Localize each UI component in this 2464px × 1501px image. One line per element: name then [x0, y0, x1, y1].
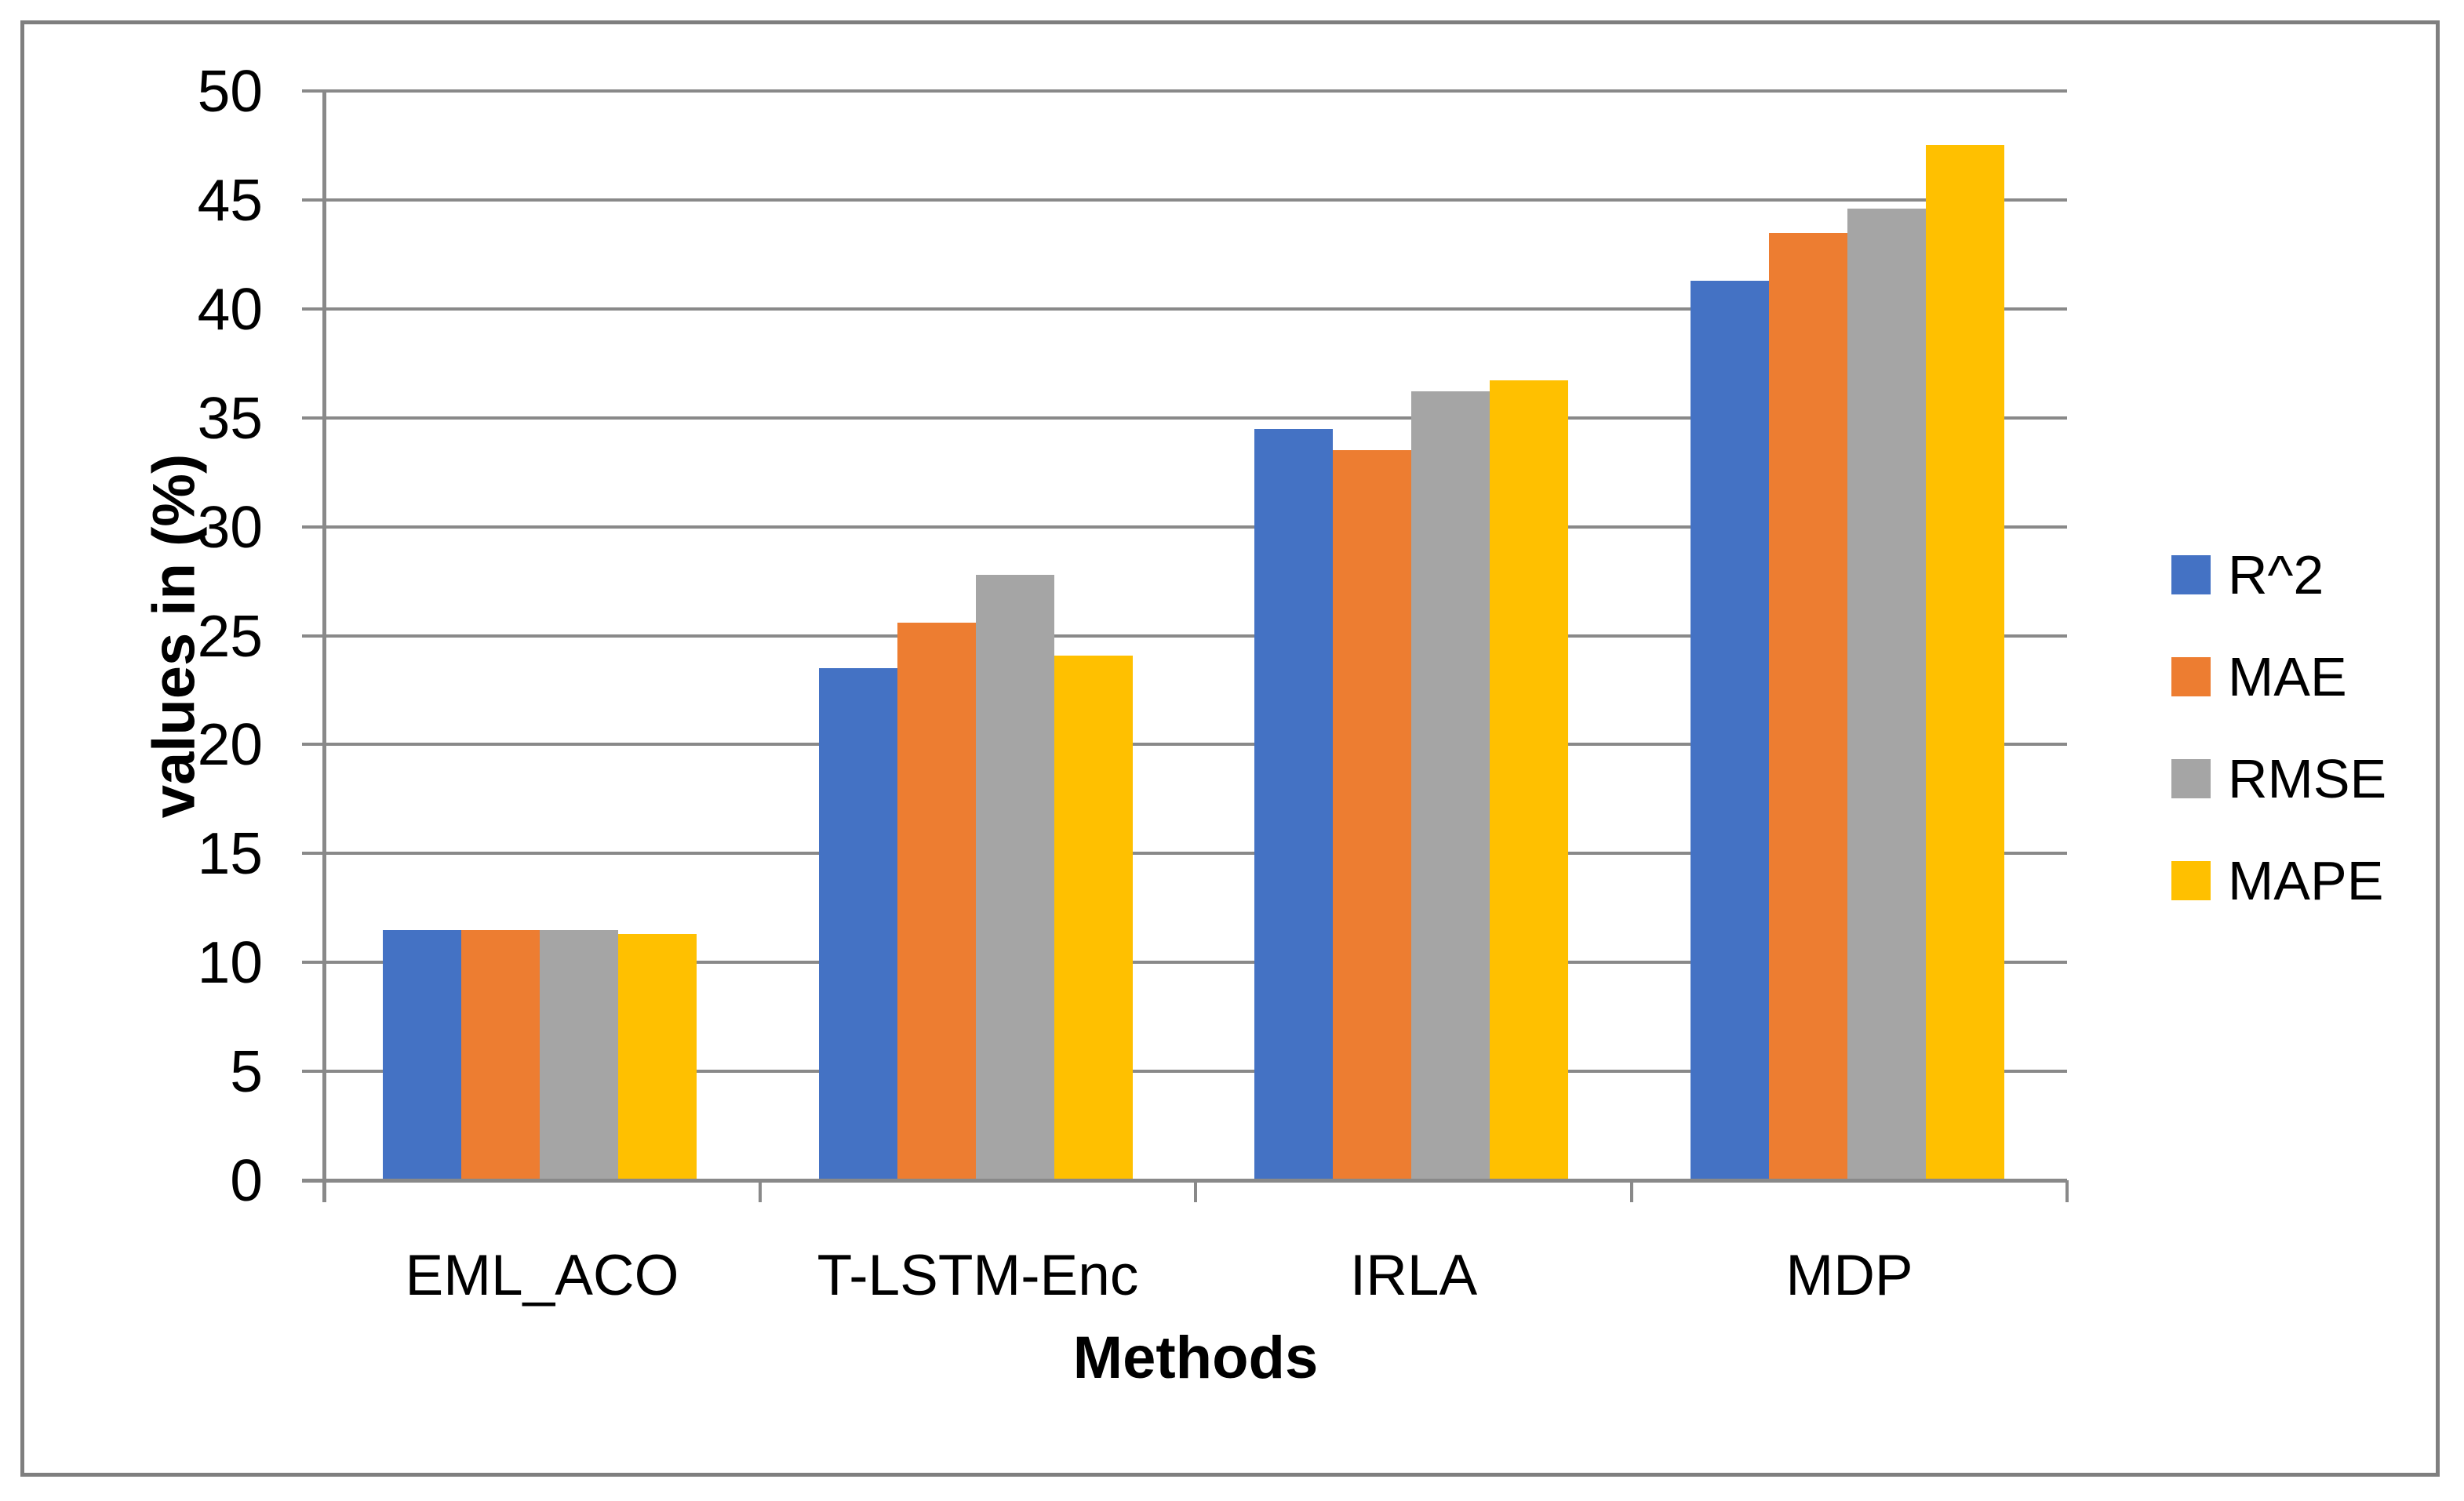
legend-swatch-mae: [2171, 657, 2211, 696]
x-axis-title: Methods: [1072, 1325, 1319, 1391]
x-axis-line: [302, 1179, 2067, 1183]
bar-r2-t-lstm-enc: [818, 668, 897, 1180]
bar-mae-t-lstm-enc: [897, 622, 976, 1180]
category-label-irla: IRLA: [1349, 1244, 1478, 1307]
y-tick-label-15: 15: [197, 820, 263, 887]
x-tick-mark-3: [1629, 1180, 1633, 1202]
y-tick-mark-15: [302, 852, 324, 856]
bar-mae-irla: [1333, 450, 1411, 1180]
x-tick-mark-2: [1194, 1180, 1197, 1202]
y-tick-label-25: 25: [197, 602, 263, 669]
plot-area: [324, 89, 2067, 1180]
gridline-y-50: [324, 89, 2067, 93]
legend-label-rmse: RMSE: [2228, 748, 2387, 809]
bar-r2-eml-aco: [383, 929, 461, 1180]
gridline-y-40: [324, 307, 2067, 311]
bar-mae-eml-aco: [461, 929, 540, 1180]
y-tick-mark-45: [302, 198, 324, 202]
y-tick-mark-25: [302, 634, 324, 638]
category-label-t-lstm-enc: T-LSTM-Enc: [817, 1244, 1139, 1307]
legend-swatch-mape: [2171, 861, 2211, 900]
bar-mape-t-lstm-enc: [1054, 655, 1133, 1180]
bar-rmse-eml-aco: [540, 929, 618, 1180]
bar-rmse-mdp: [1847, 209, 1926, 1180]
y-tick-mark-30: [302, 525, 324, 529]
gridline-y-30: [324, 525, 2067, 529]
y-tick-mark-40: [302, 307, 324, 311]
y-tick-label-20: 20: [197, 711, 263, 778]
gridline-y-20: [324, 743, 2067, 747]
y-axis-title: values in (%): [140, 453, 208, 819]
y-tick-mark-20: [302, 743, 324, 747]
y-tick-label-50: 50: [197, 58, 263, 124]
legend-label-mape: MAPE: [2228, 850, 2384, 911]
bar-rmse-t-lstm-enc: [975, 574, 1054, 1180]
gridline-y-10: [324, 961, 2067, 965]
bar-r2-irla: [1254, 428, 1333, 1180]
gridline-y-5: [324, 1070, 2067, 1074]
bar-mape-irla: [1490, 380, 1568, 1180]
y-tick-mark-50: [302, 89, 324, 93]
gridline-y-35: [324, 416, 2067, 420]
bar-mape-eml-aco: [618, 934, 697, 1180]
x-tick-mark-1: [758, 1180, 762, 1202]
y-tick-label-40: 40: [197, 275, 263, 342]
y-tick-mark-10: [302, 961, 324, 965]
legend-label-mae: MAE: [2228, 646, 2347, 707]
y-tick-label-45: 45: [197, 166, 263, 233]
legend-swatch-rmse: [2171, 759, 2211, 798]
category-label-eml-aco: EML_ACO: [405, 1244, 679, 1307]
legend-label-r2: R^2: [2228, 544, 2324, 605]
bar-mape-mdp: [1925, 145, 2004, 1180]
bar-r2-mdp: [1690, 280, 1769, 1180]
bar-rmse-irla: [1411, 391, 1490, 1180]
y-tick-label-30: 30: [197, 493, 263, 560]
category-label-mdp: MDP: [1785, 1244, 1913, 1307]
y-axis-line: [322, 91, 326, 1202]
legend-swatch-r2: [2171, 555, 2211, 594]
y-tick-mark-5: [302, 1070, 324, 1074]
y-tick-label-0: 0: [230, 1147, 263, 1213]
gridline-y-45: [324, 198, 2067, 202]
gridline-y-25: [324, 634, 2067, 638]
y-tick-label-5: 5: [230, 1038, 263, 1105]
y-tick-mark-35: [302, 416, 324, 420]
gridline-y-15: [324, 852, 2067, 856]
x-tick-mark-4: [2065, 1180, 2069, 1202]
y-tick-label-10: 10: [197, 929, 263, 996]
bar-mae-mdp: [1768, 232, 1847, 1180]
y-tick-label-35: 35: [197, 384, 263, 451]
